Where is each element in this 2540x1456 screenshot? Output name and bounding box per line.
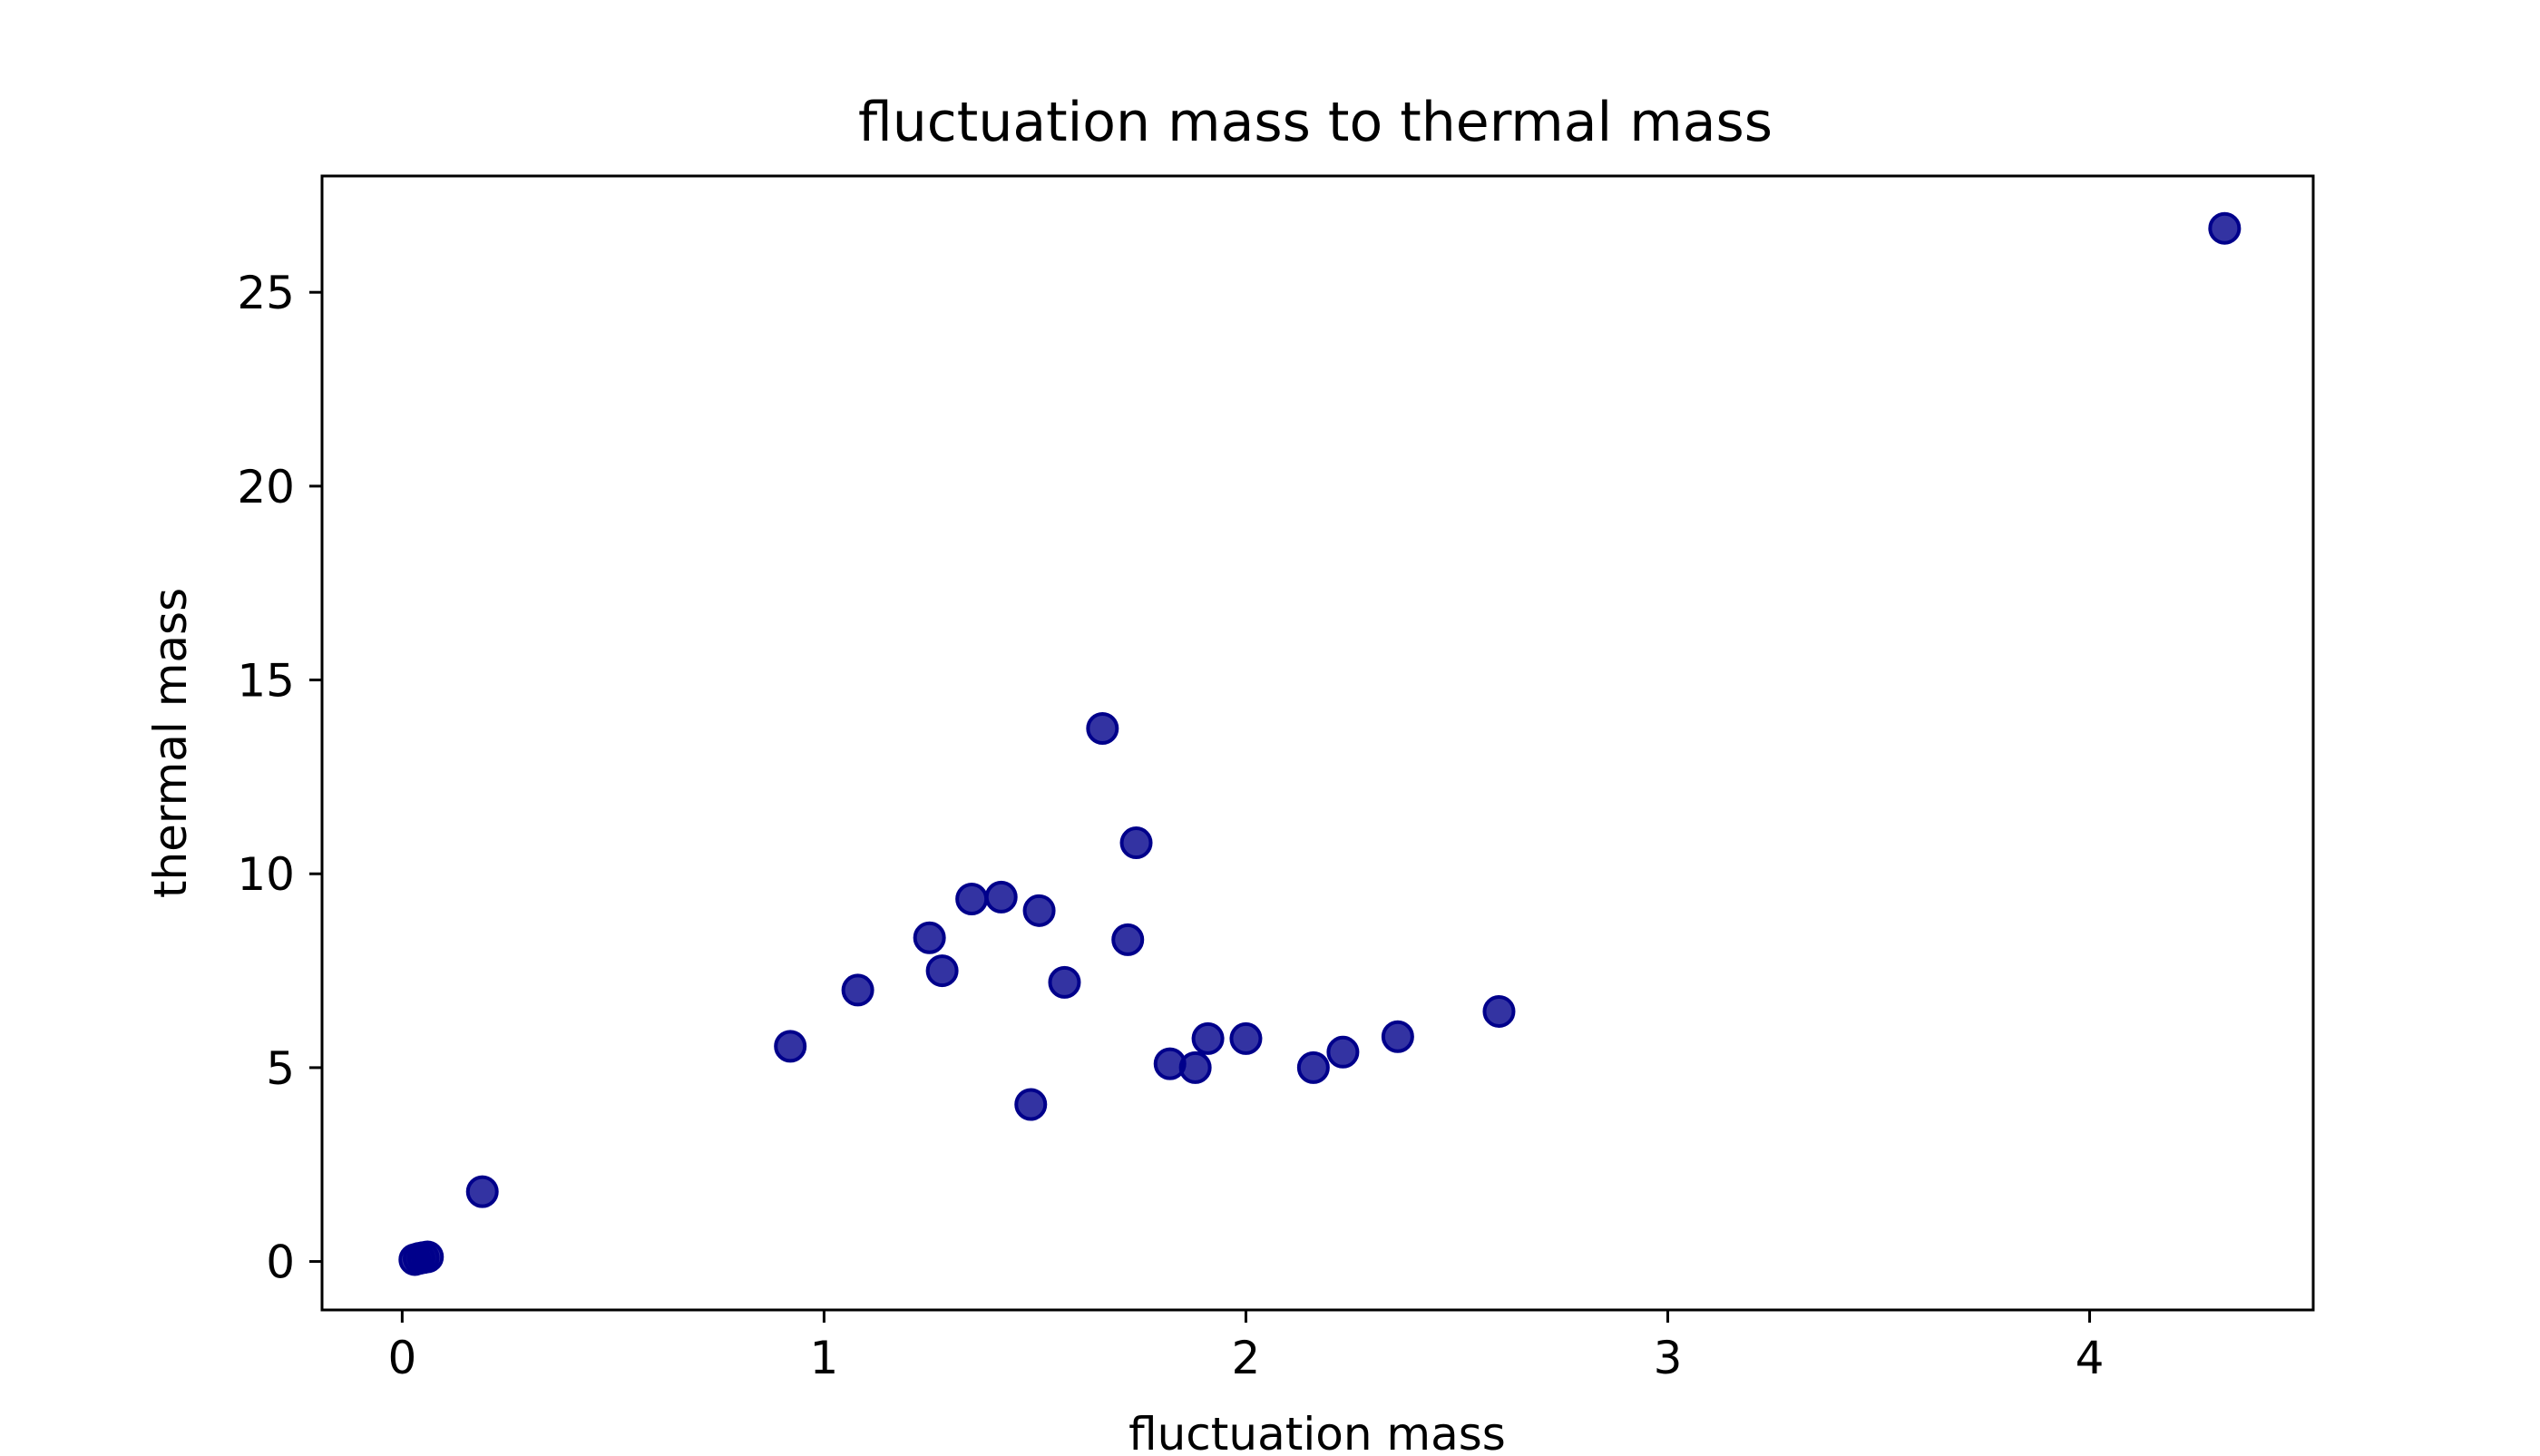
data-point [1048, 965, 1081, 999]
data-point [1086, 711, 1119, 745]
data-point [1482, 994, 1516, 1028]
y-tick-label: 0 [266, 1236, 295, 1289]
x-tick-label: 4 [2076, 1332, 2105, 1384]
data-point [1326, 1035, 1360, 1069]
x-axis-label: fluctuation mass [1128, 1408, 1506, 1451]
x-tick-label: 1 [809, 1332, 838, 1384]
data-point [411, 1240, 444, 1274]
x-tick-label: 3 [1654, 1332, 1683, 1384]
data-point [984, 880, 1018, 914]
data-point [1022, 894, 1056, 927]
data-point [841, 973, 874, 1007]
y-tick-label: 15 [237, 655, 295, 708]
data-point [1229, 1021, 1263, 1055]
data-point [1296, 1050, 1330, 1084]
axis-ticks: 0 1 2 3 4 0 5 10 15 20 25 [237, 267, 2104, 1384]
data-point [925, 954, 959, 988]
data-point [1178, 1050, 1212, 1084]
data-point [913, 921, 946, 954]
data-point [1014, 1088, 1048, 1121]
y-tick-label: 5 [266, 1042, 295, 1095]
y-tick-label: 25 [237, 267, 295, 319]
data-point [2208, 211, 2242, 245]
plot-area-frame [320, 174, 2315, 1312]
data-points [398, 211, 2242, 1276]
x-tick-label: 0 [387, 1332, 416, 1384]
y-tick-label: 10 [237, 848, 295, 901]
chart-title: fluctuation mass to thermal mass [858, 91, 1773, 154]
data-point [1119, 826, 1153, 860]
data-point [955, 883, 989, 916]
y-tick-label: 20 [237, 461, 295, 513]
data-point [774, 1030, 807, 1063]
data-point [465, 1175, 499, 1208]
data-point [1191, 1021, 1225, 1055]
y-axis-label: thermal mass [144, 588, 197, 898]
x-tick-label: 2 [1232, 1332, 1261, 1384]
data-point [1111, 923, 1145, 956]
data-point [1381, 1020, 1414, 1053]
